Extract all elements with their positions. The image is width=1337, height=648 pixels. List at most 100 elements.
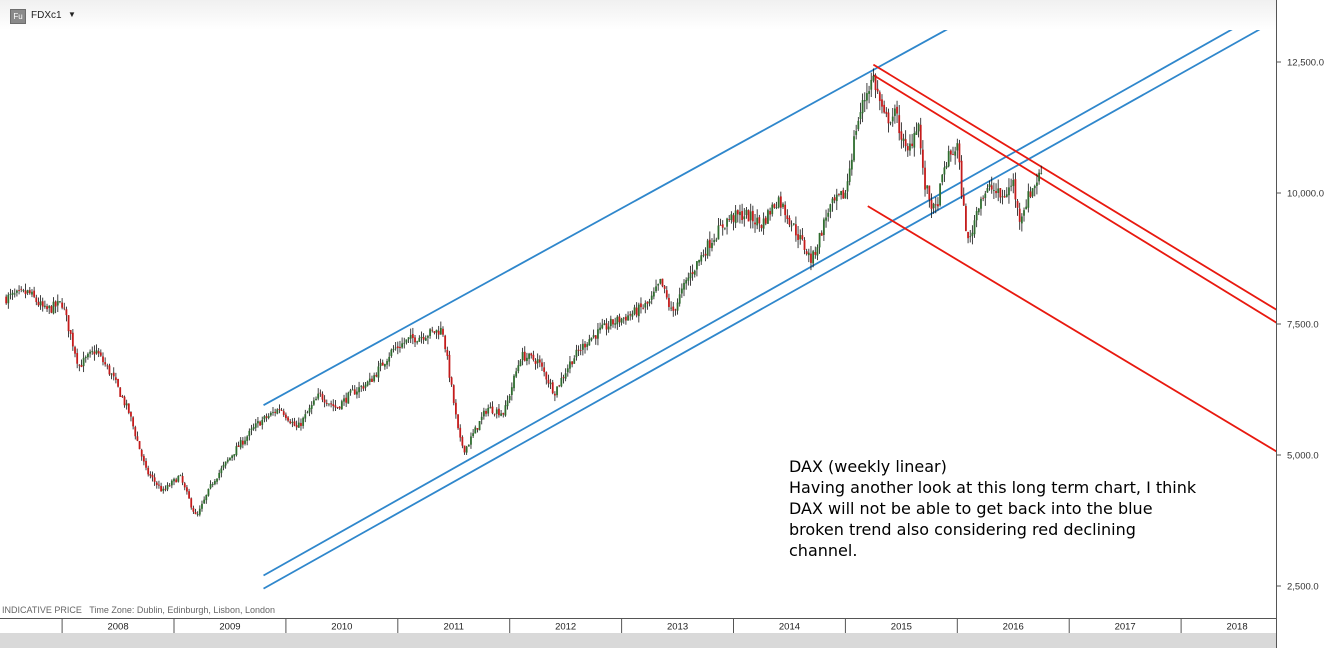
candle-body [448, 354, 451, 378]
symbol-selector[interactable]: FDXc1 [31, 10, 62, 21]
candle-body [906, 146, 909, 151]
candle-body [502, 413, 505, 415]
candle-body [261, 419, 264, 426]
candle-body [962, 195, 965, 206]
candle-body [762, 218, 765, 229]
candle-body [792, 223, 795, 225]
candle-body [571, 361, 574, 365]
price-axis[interactable]: 2,500.0 5,000.0 7,500.0 10,000.0 12,500.0 [1276, 0, 1337, 648]
candle-body [323, 399, 326, 403]
candle-body [713, 240, 716, 243]
candle-body [489, 406, 492, 409]
candle-body [267, 415, 270, 419]
candle-body [588, 339, 591, 346]
candle-body [646, 301, 649, 304]
candle-body [319, 392, 322, 394]
blue-channel-lower-2-line[interactable] [263, 4, 1305, 590]
candle-body [125, 403, 128, 406]
candle-body [614, 323, 617, 325]
candle-body [349, 390, 352, 393]
candle-body [805, 251, 808, 255]
candle-body [147, 467, 150, 475]
candle-body [239, 440, 242, 448]
candle-body [915, 131, 918, 135]
candle-body [814, 251, 817, 255]
candle-body [106, 365, 109, 367]
candle-body [711, 242, 713, 249]
indicative-price-label: INDICATIVE PRICE [2, 605, 82, 615]
candle-body [943, 167, 946, 175]
red-channel-lower-line[interactable] [867, 205, 1304, 468]
candle-body [194, 512, 197, 515]
candle-body [526, 357, 528, 362]
candle-body [280, 410, 283, 411]
candle-body [853, 136, 855, 161]
candle-body [797, 234, 799, 240]
candle-body [123, 396, 126, 406]
candle-body [142, 456, 145, 462]
candle-body [99, 352, 102, 356]
candle-body [442, 328, 444, 335]
candle-body [37, 301, 40, 306]
candle-body [112, 372, 115, 377]
candle-body [22, 290, 25, 291]
blue-channel-lower-1-line[interactable] [263, 0, 1305, 577]
candle-body [870, 79, 873, 90]
candle-body [1020, 216, 1023, 224]
candle-body [937, 204, 939, 207]
candle-body [883, 104, 886, 113]
candle-body [295, 425, 298, 428]
candle-body [543, 367, 546, 372]
candle-body [556, 386, 558, 396]
candle-body [846, 181, 849, 192]
candle-body [599, 327, 601, 331]
candle-body [739, 211, 741, 216]
candle-body [455, 402, 457, 415]
candle-body [820, 232, 823, 236]
candle-body [102, 356, 104, 363]
candle-body [838, 194, 840, 195]
candle-body [237, 445, 240, 447]
candle-body [878, 92, 881, 102]
candle-body [829, 204, 832, 212]
candle-body [162, 488, 165, 491]
candle-body [302, 417, 305, 426]
horizontal-scrollbar[interactable] [0, 633, 1276, 648]
candle-body [558, 385, 561, 387]
candle-body [536, 359, 539, 364]
annotation-line: broken trend also considering red declin… [789, 520, 1136, 539]
candle-body [945, 165, 948, 168]
candle-body [168, 485, 171, 487]
candle-body [407, 337, 410, 340]
candle-body [411, 334, 414, 339]
candle-body [986, 188, 989, 193]
candle-body [381, 362, 384, 366]
chevron-down-icon[interactable]: ▼ [68, 10, 76, 19]
candle-body [495, 409, 498, 414]
candle-body [5, 296, 8, 304]
candle-body [1040, 172, 1043, 174]
candle-body [248, 430, 251, 437]
candle-body [1033, 186, 1036, 189]
candle-body [368, 378, 371, 382]
candle-body [121, 395, 124, 398]
red-channel-upper-2-line[interactable] [872, 74, 1304, 340]
candle-body [18, 290, 20, 291]
candle-body [149, 474, 152, 476]
candle-body [980, 198, 982, 209]
year-tick-label: 2018 [1226, 622, 1247, 633]
price-tick-label: 10,000.0 [1287, 189, 1324, 200]
year-tick-label: 2008 [107, 622, 128, 633]
candle-body [470, 436, 472, 445]
candle-body [921, 149, 924, 168]
candle-body [177, 475, 180, 482]
blue-channel-upper-line[interactable] [263, 0, 1003, 407]
candle-body [134, 427, 137, 437]
candle-body [467, 444, 470, 447]
year-tick-label: 2017 [1115, 622, 1136, 633]
time-axis[interactable]: 2008 2009 2010 2011 2012 2013 2014 2015 2016 2017… [0, 618, 1276, 634]
red-channel-upper-1-line[interactable] [872, 63, 1304, 327]
candle-body [891, 116, 894, 122]
candle-body [89, 351, 91, 354]
